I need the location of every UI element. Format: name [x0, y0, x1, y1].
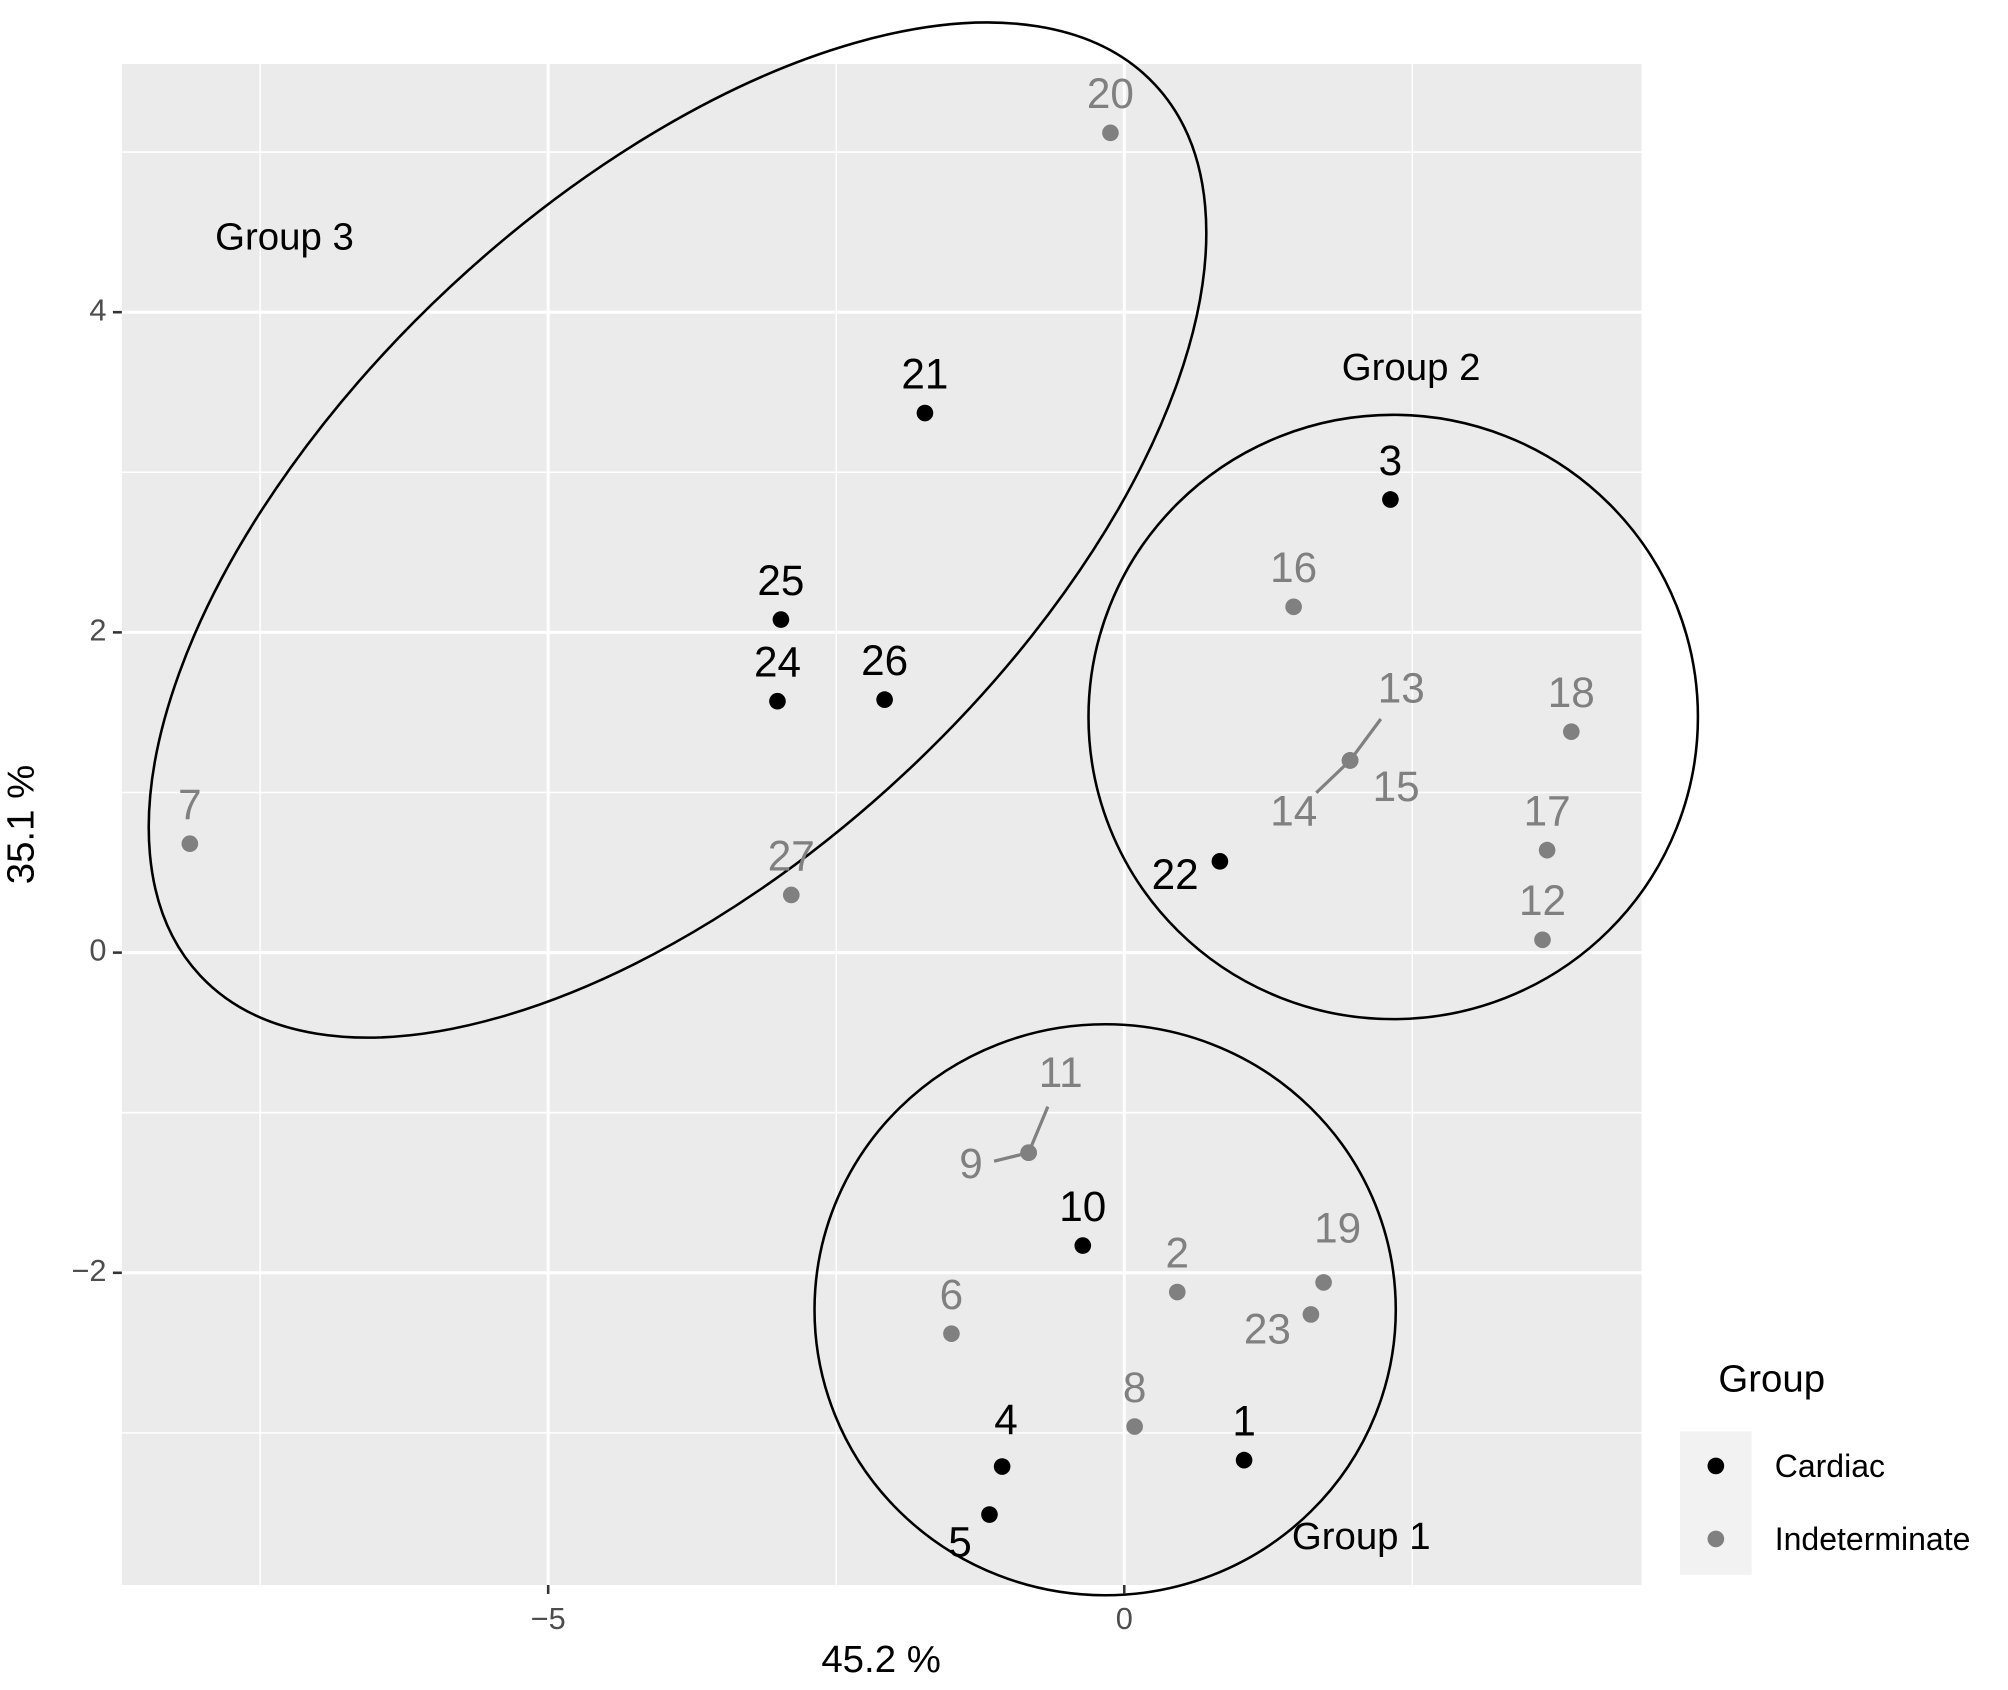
- point-label: 6: [940, 1271, 964, 1318]
- point-label: 10: [1059, 1183, 1106, 1230]
- point-label: 20: [1087, 70, 1134, 117]
- point-label: 8: [1123, 1364, 1147, 1411]
- legend-keys-bg: [1680, 1431, 1752, 1575]
- point: [1341, 752, 1359, 769]
- point: [916, 404, 934, 422]
- point: [772, 611, 790, 628]
- point-label: 21: [901, 350, 948, 397]
- annotation: Group 1: [1292, 1515, 1431, 1558]
- point: [993, 1458, 1011, 1475]
- point: [1315, 1274, 1332, 1291]
- point-label: 13: [1378, 664, 1425, 711]
- x-axis-label: 45.2 %: [821, 1638, 941, 1681]
- point: [1538, 841, 1556, 859]
- point-label: 16: [1270, 544, 1317, 591]
- point: [876, 691, 893, 708]
- point: [769, 692, 786, 710]
- point-label: 27: [768, 832, 815, 879]
- legend-label: Indeterminate: [1775, 1521, 1971, 1557]
- group-1-ellipse: [813, 1022, 1398, 1597]
- point-label: 25: [757, 557, 804, 604]
- point: [782, 886, 800, 904]
- point: [981, 1506, 998, 1523]
- point-label: 19: [1314, 1204, 1361, 1251]
- point: [1020, 1144, 1037, 1162]
- legend-title: Group: [1718, 1358, 1825, 1401]
- legend-label: Cardiac: [1775, 1448, 1885, 1484]
- point-label: 17: [1524, 787, 1571, 834]
- y-tick-label: 0: [89, 933, 106, 968]
- point: [181, 835, 199, 853]
- point: [943, 1325, 960, 1342]
- point-label: 23: [1244, 1306, 1291, 1353]
- point-label: 1: [1232, 1397, 1256, 1444]
- annotation: Group 3: [215, 216, 354, 259]
- y-tick-label: 4: [89, 292, 106, 327]
- point-label: 18: [1548, 669, 1595, 716]
- point: [1562, 723, 1580, 740]
- panel: [121, 64, 1642, 1586]
- point-label: 9: [959, 1140, 983, 1187]
- y-axis-label: 35.1 %: [0, 765, 42, 885]
- y-tick-label: −2: [71, 1253, 106, 1288]
- point: [1285, 598, 1302, 616]
- point-label: 26: [861, 637, 908, 684]
- x-tick-label: −5: [531, 1601, 566, 1636]
- point-label: 5: [948, 1518, 972, 1565]
- point-label: 3: [1379, 437, 1403, 484]
- point: [1126, 1418, 1143, 1435]
- point-label: 24: [754, 639, 801, 686]
- x-tick-label: 0: [1116, 1601, 1133, 1636]
- point: [1168, 1283, 1186, 1301]
- point-label: 7: [178, 781, 201, 828]
- point-label: 2: [1166, 1229, 1190, 1276]
- annotation: Group 2: [1342, 346, 1481, 389]
- point-label: 14: [1270, 787, 1317, 834]
- point: [1302, 1306, 1320, 1323]
- point: [1235, 1451, 1253, 1469]
- grid: [121, 64, 1642, 1586]
- point-label: 22: [1152, 851, 1199, 898]
- y-tick-label: 2: [89, 612, 106, 647]
- point: [1074, 1237, 1092, 1254]
- point: [1382, 491, 1399, 508]
- points: 21 3 25 24 26 22 10 4 5 1 20 16 13 14 15 18 17 12 7 27 11 9 2 1…: [178, 70, 1595, 1565]
- point-label: 12: [1519, 877, 1566, 924]
- point-label: 15: [1373, 763, 1420, 810]
- legend-key: [1707, 1530, 1725, 1548]
- group-ellipses: [147, 21, 1700, 1597]
- legend-key: [1707, 1457, 1725, 1475]
- group-2-ellipse: [1087, 413, 1700, 1021]
- point: [1102, 124, 1119, 142]
- label-leader: [1348, 718, 1383, 762]
- point-label: 11: [1039, 1049, 1083, 1096]
- point: [1211, 853, 1229, 870]
- group-3-ellipse: [147, 21, 1208, 1039]
- point-label: 4: [994, 1396, 1018, 1443]
- point: [1534, 931, 1551, 949]
